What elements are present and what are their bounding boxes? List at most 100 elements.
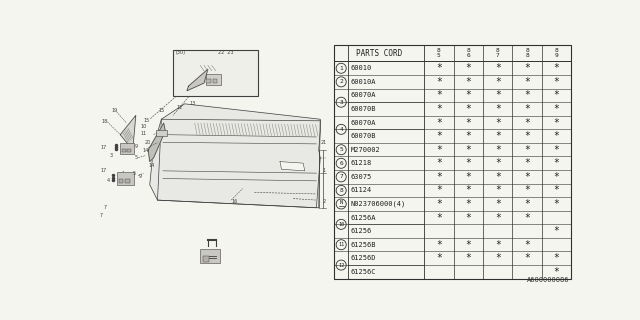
Text: 13: 13 — [189, 101, 195, 106]
Text: *: * — [524, 172, 530, 182]
Bar — [119, 179, 124, 183]
Text: 61256A: 61256A — [351, 215, 376, 220]
Text: 61256D: 61256D — [351, 255, 376, 261]
Text: *: * — [524, 104, 530, 114]
Text: *: * — [495, 172, 500, 182]
Text: 5: 5 — [437, 53, 441, 58]
Text: *: * — [436, 117, 442, 128]
Text: 14: 14 — [148, 163, 154, 168]
Text: *: * — [524, 185, 530, 196]
Text: 61256B: 61256B — [351, 242, 376, 248]
Text: 60070A: 60070A — [351, 120, 376, 125]
Text: (30): (30) — [175, 50, 186, 55]
Text: 15: 15 — [143, 118, 150, 123]
Polygon shape — [150, 104, 320, 208]
Text: *: * — [554, 77, 559, 87]
Text: *: * — [465, 185, 471, 196]
Text: 9: 9 — [139, 174, 142, 180]
Bar — [204, 256, 209, 262]
Text: *: * — [436, 240, 442, 250]
Text: 10: 10 — [338, 222, 344, 227]
Text: 61124: 61124 — [351, 188, 372, 193]
Text: 3: 3 — [339, 100, 343, 105]
Text: *: * — [524, 117, 530, 128]
Text: *: * — [495, 158, 500, 168]
Polygon shape — [187, 69, 208, 91]
Bar — [206, 79, 211, 83]
Text: 5: 5 — [339, 147, 343, 152]
Text: *: * — [436, 172, 442, 182]
Text: 60070B: 60070B — [351, 106, 376, 112]
Text: *: * — [465, 131, 471, 141]
Text: 2: 2 — [339, 79, 343, 84]
Text: *: * — [495, 77, 500, 87]
Text: *: * — [465, 77, 471, 87]
Text: 20: 20 — [145, 140, 151, 145]
Text: *: * — [436, 131, 442, 141]
Text: 4: 4 — [107, 178, 110, 183]
Text: 7: 7 — [339, 174, 343, 179]
Text: *: * — [495, 104, 500, 114]
Bar — [125, 179, 129, 183]
Text: *: * — [524, 91, 530, 100]
Text: *: * — [554, 158, 559, 168]
Text: 2: 2 — [323, 199, 326, 204]
Text: 17: 17 — [100, 145, 106, 150]
Text: 12: 12 — [338, 263, 344, 268]
Text: 8: 8 — [467, 48, 470, 53]
Text: *: * — [495, 199, 500, 209]
Text: 60070A: 60070A — [351, 92, 376, 99]
Text: 8: 8 — [339, 188, 343, 193]
Text: *: * — [524, 145, 530, 155]
Bar — [334, 44, 572, 279]
Text: *: * — [465, 212, 471, 223]
Text: 1: 1 — [323, 168, 326, 173]
Text: *: * — [436, 212, 442, 223]
Bar — [117, 172, 134, 185]
Text: *: * — [495, 253, 500, 263]
Text: *: * — [465, 240, 471, 250]
Text: *: * — [554, 226, 559, 236]
Text: 10: 10 — [140, 124, 147, 130]
Text: *: * — [465, 253, 471, 263]
Text: *: * — [495, 117, 500, 128]
Text: 61256C: 61256C — [351, 269, 376, 275]
Text: *: * — [436, 158, 442, 168]
Text: N023706000(4): N023706000(4) — [351, 201, 406, 207]
Text: *: * — [436, 199, 442, 209]
Text: *: * — [495, 91, 500, 100]
Text: *: * — [554, 104, 559, 114]
Text: *: * — [554, 117, 559, 128]
Text: *: * — [524, 212, 530, 223]
Polygon shape — [280, 162, 305, 171]
Text: 60070B: 60070B — [351, 133, 376, 139]
Text: 11: 11 — [140, 131, 147, 136]
Text: 7: 7 — [496, 53, 500, 58]
Bar — [212, 79, 217, 83]
Bar — [127, 148, 131, 152]
Text: 60010A: 60010A — [351, 79, 376, 85]
Text: 5: 5 — [132, 171, 136, 176]
Text: 15: 15 — [158, 108, 164, 113]
Bar — [120, 143, 134, 154]
Text: 3: 3 — [109, 153, 113, 158]
Text: *: * — [524, 131, 530, 141]
Text: 61256: 61256 — [351, 228, 372, 234]
Text: 7: 7 — [104, 205, 107, 210]
Text: 22  23: 22 23 — [218, 50, 234, 55]
Text: *: * — [554, 172, 559, 182]
Text: 5: 5 — [134, 155, 138, 160]
Text: 4: 4 — [339, 127, 343, 132]
Text: 12: 12 — [176, 105, 182, 110]
Text: 7: 7 — [99, 213, 102, 218]
Text: 16: 16 — [232, 199, 238, 204]
Text: *: * — [554, 253, 559, 263]
Text: 8: 8 — [437, 48, 441, 53]
Text: 9: 9 — [134, 144, 138, 149]
Text: *: * — [554, 131, 559, 141]
Text: *: * — [465, 158, 471, 168]
Text: *: * — [495, 131, 500, 141]
Text: *: * — [524, 158, 530, 168]
Text: *: * — [495, 212, 500, 223]
Polygon shape — [148, 123, 165, 162]
